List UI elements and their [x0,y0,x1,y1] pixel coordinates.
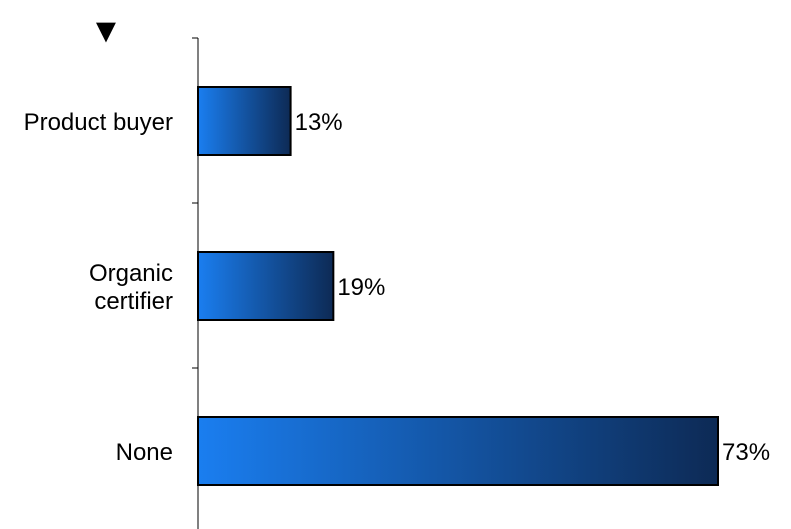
bar [197,251,335,321]
down-triangle-icon: ▼ [89,12,123,50]
category-label: certifier [94,288,173,315]
data-label: 19% [337,274,385,301]
category-label: Organic [89,260,173,287]
data-label: 73% [722,439,770,466]
bar [197,416,719,486]
category-label: Product buyer [24,109,173,136]
data-label: 13% [295,109,343,136]
bar [197,86,292,156]
category-label: None [116,439,173,466]
